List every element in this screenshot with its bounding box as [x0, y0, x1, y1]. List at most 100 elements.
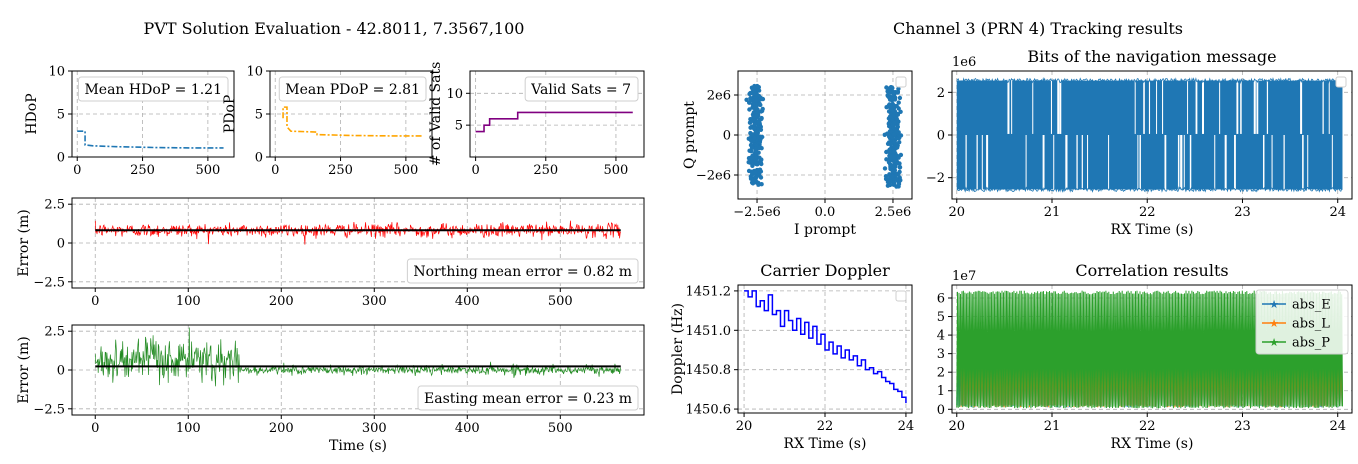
northing-xtick-label: 300 — [362, 294, 387, 309]
iq-point — [749, 158, 755, 164]
correlation-title: Correlation results — [1075, 261, 1228, 280]
iq-point — [893, 173, 898, 179]
iq-point — [895, 124, 900, 129]
iq-point — [893, 177, 899, 182]
bits-gap — [1025, 135, 1027, 194]
iq-ytick-label: 2e6 — [707, 89, 731, 104]
iq-point — [891, 169, 896, 174]
easting-annotation-box — [417, 385, 639, 411]
bits-gap — [1180, 135, 1183, 194]
bits-gap — [1328, 76, 1330, 134]
iq-point — [885, 141, 891, 146]
bits-gap — [1240, 76, 1242, 134]
iq-point — [884, 105, 889, 110]
northing-annotation: Northing mean error = 0.82 m — [406, 258, 639, 284]
sats-xtick-label: 250 — [533, 163, 558, 178]
iq-point — [883, 174, 889, 179]
bits-gap — [1032, 76, 1034, 134]
iq-point — [750, 154, 755, 160]
easting-annotation: Easting mean error = 0.23 m — [417, 385, 639, 411]
correlation-ytick-label: 6 — [937, 291, 945, 306]
iq-point — [897, 140, 902, 145]
correlation-legend: ★ abs_E ★ abs_L ★ abs_P — [1255, 289, 1349, 355]
bits-gap — [1042, 135, 1045, 194]
iq-point — [758, 175, 764, 180]
easting-xlabel: Time (s) — [329, 438, 387, 454]
iq-point — [894, 144, 899, 150]
correlation-ytick-label: 4 — [937, 329, 945, 344]
right-figure-title: Channel 3 (PRN 4) Tracking results — [893, 19, 1183, 38]
iq-point — [753, 92, 759, 97]
iq-point — [888, 179, 893, 184]
bits-gap — [1331, 135, 1333, 194]
bits-gap — [1007, 76, 1010, 134]
iq-point — [758, 169, 764, 174]
iq-point — [884, 157, 889, 162]
correlation-xtick-label: 22 — [1139, 419, 1156, 434]
iq-point — [891, 132, 897, 137]
iq-point — [744, 97, 749, 103]
sats-ytick-label: 10 — [446, 87, 463, 102]
northing-xtick-label: 200 — [269, 294, 294, 309]
easting-ylabel: Error (m) — [16, 336, 32, 403]
northing-ytick-label: 0 — [57, 237, 65, 252]
bits-gap — [1087, 135, 1089, 194]
hdop-annotation-box — [77, 76, 229, 102]
pdop-annotation: Mean PDoP = 2.81 — [278, 76, 427, 102]
iq-points — [744, 83, 904, 189]
pdop-series-line — [282, 106, 422, 137]
iq-point — [896, 100, 901, 105]
sats-annotation-text: Valid Sats = 7 — [530, 82, 631, 98]
iq-point — [888, 85, 894, 90]
bits-xtick-label: 20 — [948, 205, 965, 220]
pdop-xtick-label: 250 — [328, 163, 353, 178]
pdop-ytick-label: 5 — [255, 108, 263, 123]
bits-gap — [1143, 76, 1145, 134]
bits-gap — [1134, 76, 1136, 134]
bits-gap — [1139, 135, 1141, 194]
bits-gap — [1307, 135, 1309, 194]
bits-gap — [1076, 135, 1078, 194]
bits-gap — [1156, 76, 1158, 134]
bits-gap — [1302, 135, 1304, 194]
iq-point — [749, 145, 755, 150]
sats-ytick-label: 5 — [455, 119, 463, 134]
iq-point — [752, 122, 757, 127]
bits-gap — [1271, 135, 1273, 194]
bits-gap — [1059, 76, 1062, 134]
bits-gap — [1300, 76, 1303, 134]
iq-point — [756, 150, 761, 155]
bits-xlabel: RX Time (s) — [1111, 222, 1194, 238]
bits-gap — [1011, 76, 1013, 134]
sats-xtick-label: 500 — [604, 163, 629, 178]
legend-label-abs_E: abs_E — [1292, 298, 1331, 313]
pdop-annotation-box — [278, 76, 427, 102]
iq-point — [755, 83, 760, 89]
iq-ytick-label: 0 — [723, 129, 731, 144]
bits-gap — [1262, 135, 1265, 194]
easting-error-series — [94, 327, 622, 387]
sats-ylabel: # of Valid Sats — [428, 62, 444, 167]
hdop-annotation-text: Mean HDoP = 1.21 — [84, 82, 222, 98]
iq-point — [898, 178, 903, 183]
pdop-xtick-label: 500 — [393, 163, 418, 178]
iq-point — [897, 95, 903, 101]
iq-point — [759, 161, 764, 167]
iq-frame — [737, 70, 913, 200]
pdop-annotation-text: Mean PDoP = 2.81 — [285, 82, 420, 98]
doppler-ytick-label: 1451.0 — [686, 324, 732, 339]
iq-empty-legend — [895, 76, 907, 88]
iq-point — [752, 125, 757, 131]
sats-xtick-label: 0 — [471, 163, 479, 178]
sats-annotation: Valid Sats = 7 — [524, 76, 639, 102]
hdop-ylabel: HDoP — [24, 93, 40, 134]
bits-gap — [1183, 135, 1185, 194]
correlation-xtick-label: 20 — [948, 419, 965, 434]
northing-frame — [71, 197, 645, 289]
correlation-xlabel: RX Time (s) — [1111, 436, 1194, 452]
correlation-ytick-label: 3 — [937, 347, 945, 362]
pdop-ytick-label: 10 — [246, 65, 263, 80]
bits-gap — [1195, 76, 1198, 134]
pdop-ytick-label: 0 — [255, 151, 263, 166]
